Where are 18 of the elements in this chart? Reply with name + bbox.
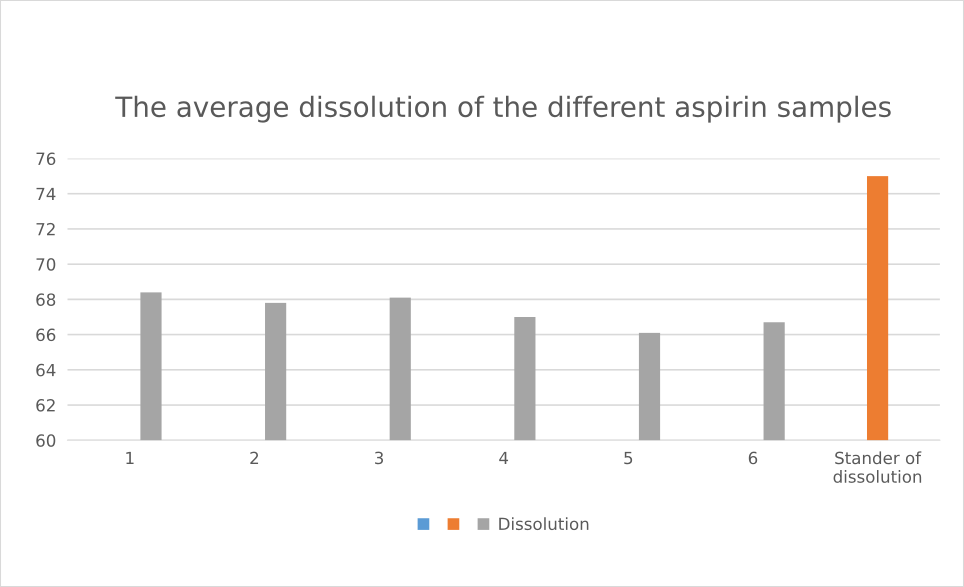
chart-title: The average dissolution of the different aspirin samples [115,96,891,123]
x-tick-label: 4 [499,452,508,464]
y-tick-label: 74 [36,188,56,200]
x-tick-label: 2 [250,452,258,464]
x-tick-label: 1 [126,452,134,464]
x-tick-label: 3 [375,452,384,464]
y-tick-label: 64 [36,364,56,376]
x-tick-label: 6 [748,452,758,464]
x-tick-label: 5 [624,452,632,464]
y-tick-label: 60 [36,434,56,447]
y-tick-label: 76 [36,152,56,166]
y-tick-label: 70 [36,258,56,271]
legend-label: Dissolution [499,517,588,530]
y-tick-label: 68 [36,293,56,306]
y-tick-label: 62 [36,398,55,412]
y-tick-label: 66 [36,328,56,342]
x-tick-label: Stander of dissolution [834,451,922,483]
y-tick-label: 72 [36,222,55,236]
